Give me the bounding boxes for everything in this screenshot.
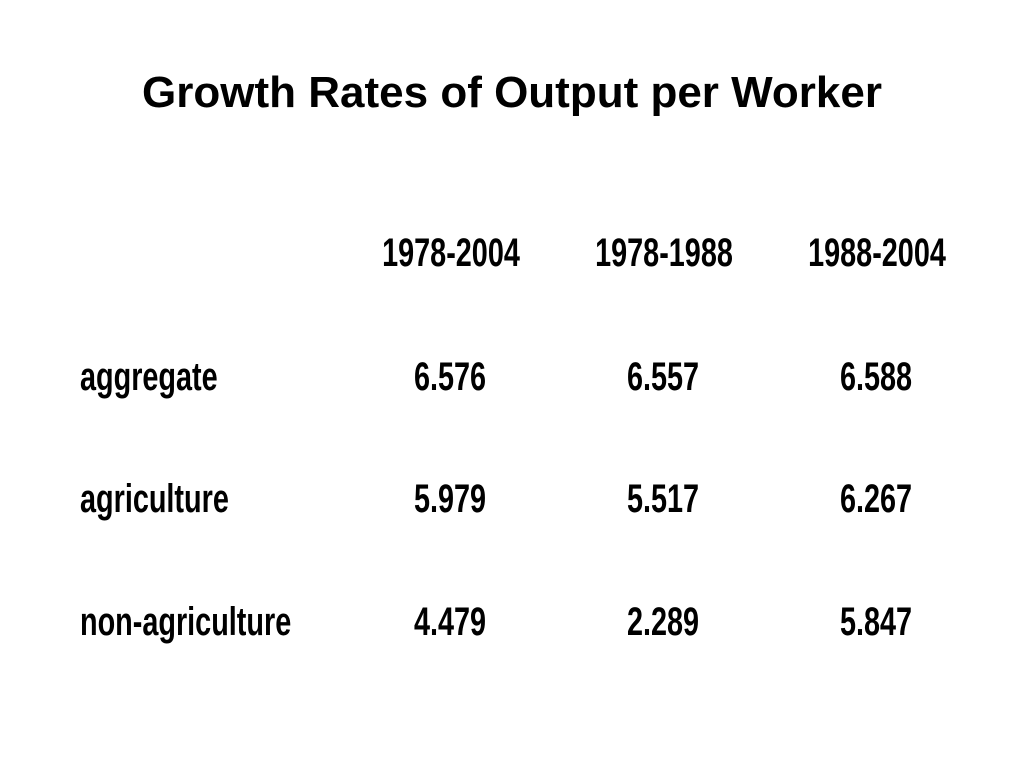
row-label: agriculture — [80, 477, 229, 521]
table-cell: 6.576 — [413, 355, 487, 399]
row-label: non-agriculture — [80, 600, 292, 644]
table-cell: 5.979 — [413, 477, 487, 521]
table-cell: 2.289 — [626, 600, 700, 644]
table-cell: 5.517 — [626, 477, 700, 521]
column-header: 1978-1988 — [595, 231, 733, 275]
row-label: aggregate — [80, 355, 218, 399]
table-cell: 6.557 — [626, 355, 700, 399]
table-cell: 5.847 — [839, 600, 913, 644]
slide-title: Growth Rates of Output per Worker — [142, 68, 882, 117]
table-cell: 4.479 — [413, 600, 487, 644]
column-header: 1988-2004 — [808, 231, 946, 275]
column-header: 1978-2004 — [382, 231, 520, 275]
table-cell: 6.267 — [839, 477, 913, 521]
table-cell: 6.588 — [839, 355, 913, 399]
